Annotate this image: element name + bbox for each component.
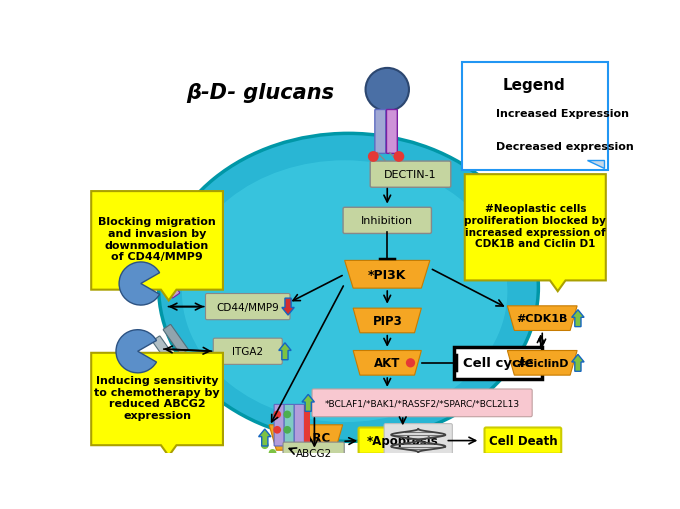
- Polygon shape: [91, 353, 223, 456]
- FancyBboxPatch shape: [274, 405, 284, 446]
- Wedge shape: [119, 263, 160, 305]
- Circle shape: [406, 358, 415, 367]
- FancyArrow shape: [279, 343, 291, 360]
- FancyBboxPatch shape: [284, 405, 294, 446]
- Polygon shape: [588, 161, 605, 168]
- Text: Inducing sensitivity
to chemotherapy by
reduced ABCG2
expression: Inducing sensitivity to chemotherapy by …: [95, 375, 220, 420]
- FancyBboxPatch shape: [375, 110, 386, 154]
- Circle shape: [368, 152, 379, 162]
- Text: CD44/MMP9: CD44/MMP9: [216, 302, 279, 312]
- FancyArrow shape: [473, 135, 488, 159]
- Polygon shape: [464, 175, 606, 292]
- Text: *PI3K: *PI3K: [368, 268, 407, 281]
- Text: Blocking migration
and invasion by
downmodulation
of CD44/MMP9: Blocking migration and invasion by downm…: [98, 217, 216, 262]
- FancyBboxPatch shape: [312, 389, 532, 417]
- Polygon shape: [345, 261, 430, 289]
- Circle shape: [284, 426, 291, 434]
- FancyBboxPatch shape: [205, 294, 290, 320]
- Polygon shape: [507, 306, 577, 331]
- Text: Cell Death: Cell Death: [488, 434, 557, 447]
- Ellipse shape: [182, 161, 507, 422]
- FancyBboxPatch shape: [294, 405, 305, 446]
- Text: *BCLAF1/*BAK1/*RASSF2/*SPARC/*BCL2L13: *BCLAF1/*BAK1/*RASSF2/*SPARC/*BCL2L13: [324, 399, 520, 408]
- Text: *Apoptosis: *Apoptosis: [367, 434, 439, 447]
- Text: *SPARC: *SPARC: [282, 431, 330, 444]
- Ellipse shape: [158, 134, 539, 441]
- Polygon shape: [353, 351, 422, 376]
- FancyBboxPatch shape: [384, 424, 452, 458]
- Polygon shape: [91, 192, 223, 301]
- Text: Legend: Legend: [503, 78, 566, 93]
- Text: PIP3: PIP3: [373, 315, 402, 327]
- FancyBboxPatch shape: [152, 336, 177, 366]
- FancyBboxPatch shape: [343, 208, 431, 234]
- Circle shape: [366, 69, 409, 112]
- FancyBboxPatch shape: [283, 442, 344, 464]
- FancyBboxPatch shape: [485, 428, 561, 454]
- FancyArrow shape: [302, 394, 314, 411]
- Text: AKT: AKT: [374, 357, 401, 370]
- FancyArrow shape: [473, 102, 488, 125]
- Text: Decreased expression: Decreased expression: [496, 142, 634, 152]
- Circle shape: [394, 152, 405, 162]
- FancyBboxPatch shape: [370, 162, 451, 188]
- Text: Inhibition: Inhibition: [361, 216, 413, 226]
- FancyArrow shape: [282, 299, 294, 316]
- FancyBboxPatch shape: [454, 347, 542, 379]
- Polygon shape: [269, 425, 343, 450]
- Circle shape: [269, 449, 277, 457]
- Polygon shape: [353, 308, 422, 333]
- Text: #CDK1B: #CDK1B: [517, 314, 568, 324]
- Circle shape: [273, 411, 281, 418]
- Text: ITGA2: ITGA2: [232, 347, 263, 357]
- FancyBboxPatch shape: [358, 428, 447, 454]
- FancyBboxPatch shape: [154, 267, 180, 298]
- FancyArrow shape: [572, 310, 584, 327]
- Circle shape: [273, 426, 281, 434]
- Circle shape: [261, 441, 269, 449]
- Polygon shape: [507, 351, 577, 376]
- Wedge shape: [116, 330, 156, 373]
- FancyBboxPatch shape: [462, 63, 608, 171]
- FancyBboxPatch shape: [386, 110, 397, 154]
- FancyBboxPatch shape: [214, 338, 282, 364]
- FancyBboxPatch shape: [163, 325, 188, 355]
- Text: #Neoplastic cells
proliferation blocked by
increased expression of
CDK1B and Cic: #Neoplastic cells proliferation blocked …: [464, 204, 606, 249]
- Text: #CiclinD: #CiclinD: [516, 358, 568, 368]
- Text: DECTIN-1: DECTIN-1: [384, 170, 437, 180]
- FancyArrow shape: [572, 355, 584, 372]
- Circle shape: [284, 411, 291, 418]
- FancyBboxPatch shape: [165, 256, 191, 287]
- Text: β-D- glucans: β-D- glucans: [186, 82, 334, 102]
- FancyArrow shape: [258, 429, 271, 446]
- Text: ABCG2: ABCG2: [296, 448, 332, 458]
- Bar: [305, 405, 310, 445]
- Text: Increased Expression: Increased Expression: [496, 108, 629, 118]
- Text: Cell cycle: Cell cycle: [463, 357, 533, 370]
